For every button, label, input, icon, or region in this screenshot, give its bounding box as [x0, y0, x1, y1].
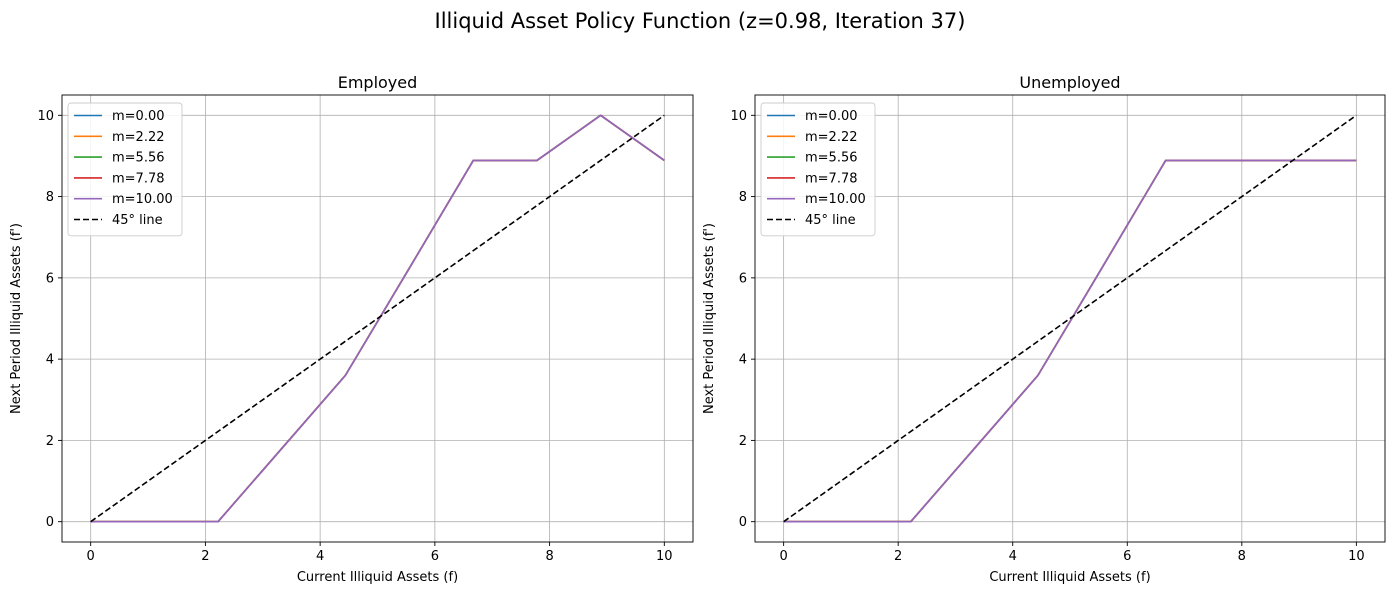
- legend-label: m=2.22: [112, 130, 165, 145]
- y-axis-label: Next Period Illiquid Assets (f'): [702, 223, 717, 414]
- y-tick-label: 8: [739, 190, 747, 205]
- legend-label: m=10.00: [112, 192, 173, 207]
- panel-title: Unemployed: [1019, 73, 1120, 92]
- x-tick-label: 6: [431, 549, 439, 564]
- x-tick-label: 2: [201, 549, 209, 564]
- y-tick-label: 6: [739, 271, 747, 286]
- x-tick-label: 8: [1238, 549, 1246, 564]
- y-tick-label: 4: [739, 353, 747, 368]
- legend-label: m=5.56: [805, 151, 858, 166]
- y-tick-label: 6: [46, 271, 54, 286]
- x-tick-label: 4: [316, 549, 324, 564]
- legend-label: m=7.78: [112, 171, 165, 186]
- x-tick-label: 4: [1009, 549, 1017, 564]
- series-line-45-line: [783, 114, 1357, 523]
- legend-label: m=5.56: [112, 151, 165, 166]
- legend-label: m=7.78: [805, 171, 858, 186]
- legend-label: 45° line: [112, 213, 163, 228]
- panel-title: Employed: [338, 73, 418, 92]
- series-line-m-10-00: [90, 114, 665, 523]
- x-tick-label: 0: [87, 549, 95, 564]
- y-tick-label: 0: [739, 515, 747, 530]
- x-tick-label: 10: [1348, 549, 1365, 564]
- chart-panel-unemployed: 0 2 4 6 8 10 0 2 4 6 8 10 Unemployed Current Illiquid…: [702, 73, 1386, 585]
- series-group: [90, 114, 665, 523]
- x-tick-label: 2: [894, 549, 902, 564]
- y-tick-label: 10: [37, 109, 54, 124]
- axes-frame: [61, 94, 694, 543]
- chart-panel-employed: 0 2 4 6 8 10 0 2 4 6 8 10 Employed Current Illiquid A…: [9, 73, 694, 585]
- legend-label: m=0.00: [805, 109, 858, 124]
- legend-label: m=0.00: [112, 109, 165, 124]
- y-axis-label: Next Period Illiquid Assets (f'): [9, 223, 24, 414]
- legend-label: 45° line: [805, 213, 856, 228]
- x-tick-label: 0: [779, 549, 787, 564]
- y-tick-label: 2: [739, 434, 747, 449]
- axes-frame: [754, 94, 1386, 543]
- y-tick-label: 10: [730, 109, 747, 124]
- x-tick-label: 6: [1123, 549, 1131, 564]
- x-tick-label: 8: [545, 549, 553, 564]
- legend: m=0.00 m=2.22 m=5.56 m=7.78 m=10.00 45° line: [760, 102, 876, 237]
- legend-label: m=10.00: [805, 192, 866, 207]
- y-tick-label: 2: [46, 434, 54, 449]
- y-tick-label: 4: [46, 353, 54, 368]
- series-group: [783, 114, 1357, 523]
- y-tick-label: 0: [46, 515, 54, 530]
- series-line-45-line: [90, 114, 665, 523]
- figure-suptitle: Illiquid Asset Policy Function (z=0.98, …: [435, 9, 966, 33]
- legend-label: m=2.22: [805, 130, 858, 145]
- series-line-m-10-00: [783, 159, 1357, 523]
- x-axis-label: Current Illiquid Assets (f): [989, 570, 1150, 585]
- x-axis-label: Current Illiquid Assets (f): [297, 570, 458, 585]
- y-tick-label: 8: [46, 190, 54, 205]
- x-tick-label: 10: [656, 549, 673, 564]
- legend: m=0.00 m=2.22 m=5.56 m=7.78 m=10.00 45° line: [67, 102, 183, 237]
